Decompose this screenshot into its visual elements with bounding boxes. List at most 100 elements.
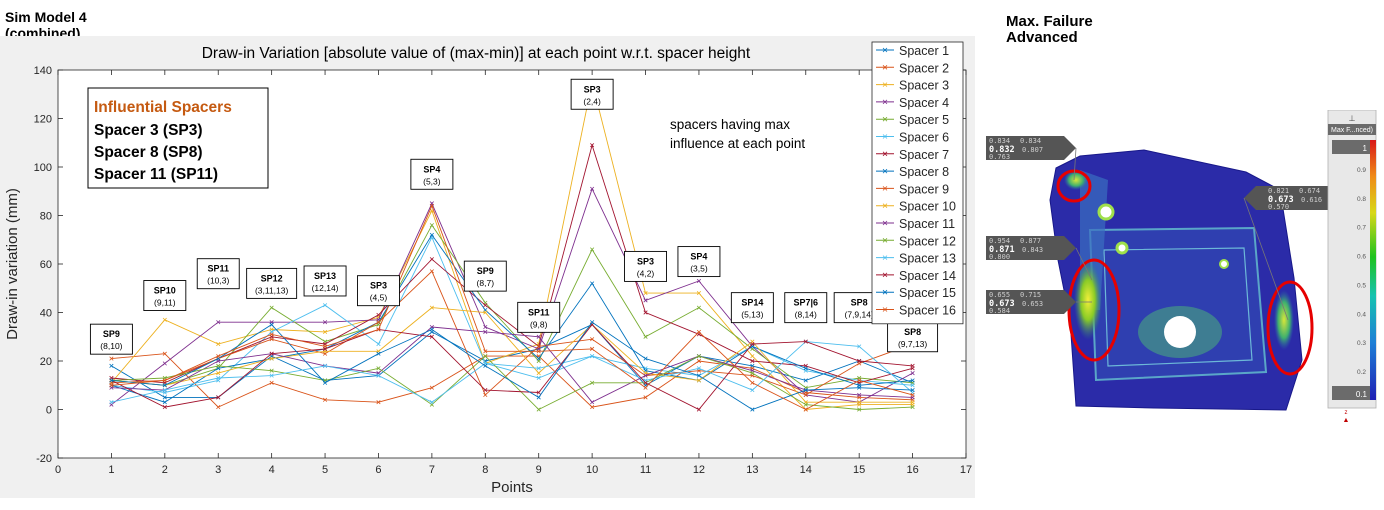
colorbar-min: 0.1 bbox=[1356, 390, 1368, 399]
value-tag: 0.821 0.674 0.673 0.616 0.570 bbox=[1244, 186, 1334, 211]
data-point bbox=[376, 400, 381, 405]
axis-marker: z bbox=[1345, 410, 1348, 416]
data-point bbox=[696, 354, 702, 359]
data-point bbox=[536, 375, 541, 381]
x-tick-label: 7 bbox=[429, 464, 435, 476]
data-point bbox=[216, 320, 221, 325]
data-point bbox=[109, 378, 114, 383]
x-tick-label: 9 bbox=[536, 464, 542, 476]
tag-value: 0.832 bbox=[989, 145, 1015, 155]
colorbar-gradient bbox=[1370, 140, 1376, 400]
data-point bbox=[322, 397, 328, 402]
annotation-label: SP8 bbox=[904, 327, 921, 337]
data-point bbox=[910, 392, 915, 398]
data-point bbox=[910, 363, 915, 368]
data-point bbox=[590, 337, 595, 342]
data-point bbox=[590, 143, 595, 148]
data-point bbox=[857, 407, 862, 412]
tag-leader bbox=[1243, 197, 1289, 321]
tag-value: 0.843 bbox=[1022, 246, 1043, 254]
legend-entry: Spacer 5 bbox=[899, 113, 949, 127]
x-tick-label: 0 bbox=[55, 464, 61, 476]
x-tick-label: 10 bbox=[586, 464, 598, 476]
data-point bbox=[322, 380, 328, 385]
colorbar-min-box bbox=[1332, 386, 1370, 400]
hole-2 bbox=[1115, 241, 1129, 255]
legend-entry: Spacer 6 bbox=[899, 131, 949, 145]
data-point bbox=[750, 388, 755, 393]
legend-marker bbox=[882, 82, 888, 87]
value-tag: 0.655 0.715 0.673 0.653 0.584 bbox=[986, 290, 1076, 315]
colorbar-header bbox=[1328, 124, 1376, 135]
data-point bbox=[910, 383, 915, 388]
pin-icon: ⊥ bbox=[1349, 114, 1356, 123]
data-point bbox=[536, 334, 541, 339]
annotation-box bbox=[887, 321, 939, 353]
max-failure-title: Max. Failure bbox=[1006, 13, 1093, 30]
data-point bbox=[803, 366, 808, 371]
x-tick-label: 8 bbox=[482, 464, 488, 476]
data-point bbox=[536, 356, 541, 361]
colorbar-max: 1 bbox=[1363, 144, 1368, 153]
series-line bbox=[111, 143, 913, 384]
data-point bbox=[216, 371, 221, 376]
data-point bbox=[696, 378, 702, 383]
annotation-sub: (7,9,14) bbox=[845, 310, 874, 320]
data-point bbox=[857, 400, 862, 405]
annotation-sub: (4,5) bbox=[370, 293, 388, 303]
legend-marker bbox=[882, 220, 888, 226]
annotation-label: SP4 bbox=[690, 252, 707, 262]
y-axis-label: Draw-in variation (mm) bbox=[4, 188, 21, 340]
tag-leader bbox=[1073, 147, 1077, 181]
annotation-box bbox=[410, 158, 454, 190]
legend-marker bbox=[882, 116, 888, 122]
colorbar-label: Max F...nced) bbox=[1331, 127, 1373, 134]
x-tick-label: 17 bbox=[960, 464, 972, 476]
annotation-sub: (2,4) bbox=[583, 96, 601, 106]
annotation-sub: (3,11,13) bbox=[255, 285, 289, 295]
x-tick-label: 12 bbox=[693, 464, 705, 476]
data-point bbox=[109, 400, 114, 405]
data-point bbox=[322, 303, 328, 308]
influential-spacer-line: Spacer 3 (SP3) bbox=[94, 122, 203, 139]
data-point bbox=[429, 232, 434, 237]
annotation-label: SP13 bbox=[314, 271, 336, 281]
data-point bbox=[162, 378, 167, 383]
tag-value: 0.800 bbox=[989, 253, 1010, 261]
tag-value: 0.871 bbox=[989, 245, 1015, 255]
tag-value: 0.715 bbox=[1020, 291, 1041, 299]
series-line bbox=[111, 224, 913, 389]
data-point bbox=[696, 358, 702, 364]
data-point bbox=[536, 407, 541, 412]
data-point bbox=[696, 407, 702, 412]
data-point bbox=[109, 356, 114, 361]
right-hotspot bbox=[1274, 290, 1294, 350]
x-tick-label: 11 bbox=[640, 464, 651, 476]
data-point bbox=[109, 363, 114, 368]
y-tick-label: -20 bbox=[36, 453, 52, 465]
data-point bbox=[429, 327, 434, 332]
sim-model-title: Sim Model 4 bbox=[5, 9, 87, 25]
highlight-circle bbox=[1067, 258, 1121, 362]
y-tick-label: 20 bbox=[40, 356, 52, 368]
data-point bbox=[857, 378, 862, 383]
annotation-sub: (8,14) bbox=[795, 310, 817, 320]
data-point bbox=[590, 346, 595, 351]
center-hole bbox=[1164, 316, 1196, 348]
tag-value: 0.877 bbox=[1020, 237, 1041, 245]
data-point bbox=[643, 356, 648, 361]
annotation-sub: (9,8) bbox=[530, 319, 548, 329]
annotation-label: SP10 bbox=[154, 286, 176, 296]
annotation-label: SP14 bbox=[741, 298, 763, 308]
influential-spacers-title: Influential Spacers bbox=[94, 99, 232, 116]
annotation-box bbox=[246, 267, 298, 299]
data-point bbox=[269, 368, 274, 373]
axis-triad-icon: ▲ bbox=[1343, 417, 1350, 424]
data-point bbox=[803, 388, 808, 393]
annotation-label: SP8 bbox=[851, 298, 868, 308]
data-point bbox=[162, 317, 167, 322]
y-tick-label: 100 bbox=[34, 162, 52, 174]
tag-value: 0.584 bbox=[989, 307, 1010, 315]
annotation-label: SP4 bbox=[423, 164, 440, 174]
tag-value: 0.807 bbox=[1022, 146, 1043, 154]
